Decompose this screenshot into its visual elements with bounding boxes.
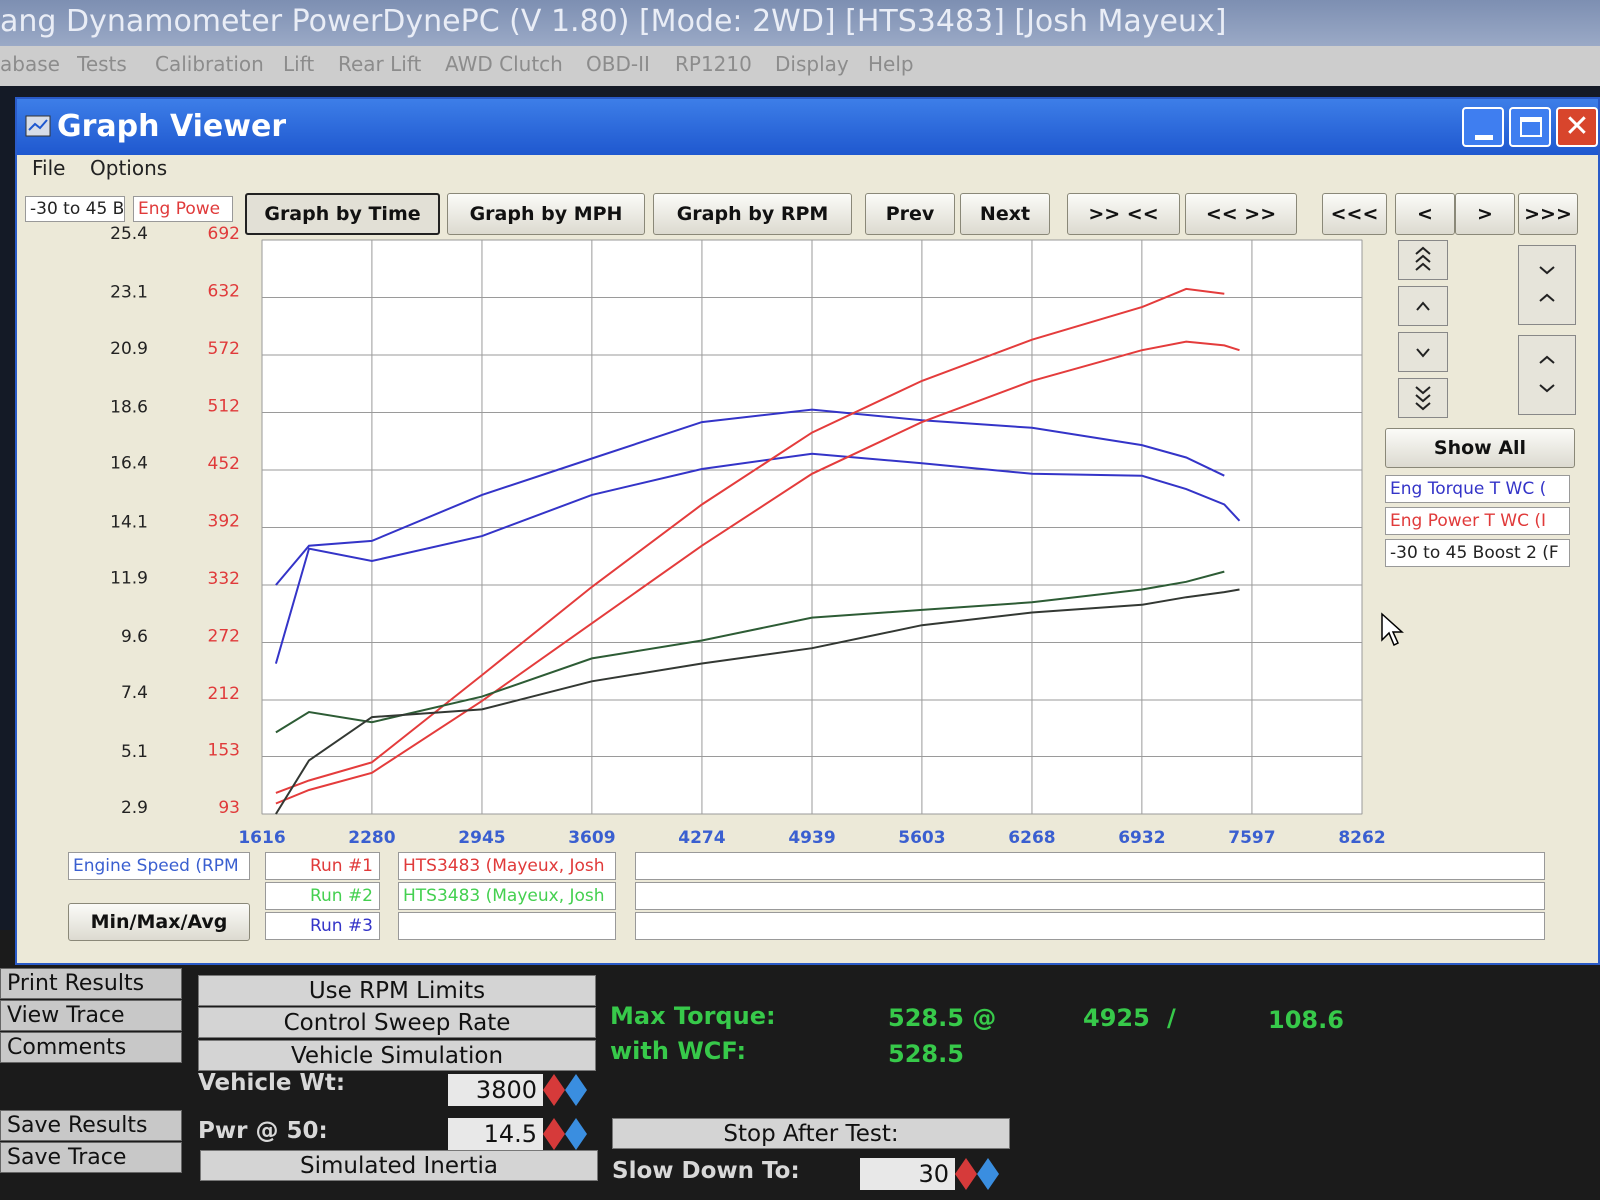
scroll-top-button[interactable] [1398, 240, 1448, 280]
panel-button[interactable]: Comments [0, 1032, 182, 1063]
field-label: Slow Down To: [612, 1158, 800, 1184]
maximize-icon [1520, 117, 1542, 137]
compress-button[interactable] [1518, 335, 1576, 415]
mouse-cursor [1381, 612, 1404, 647]
app-menu-item[interactable]: Lift [283, 52, 315, 76]
app-menu-item[interactable]: Help [868, 52, 914, 76]
menu-item[interactable]: Options [90, 156, 168, 180]
toolbar-button[interactable]: Graph by Time [245, 193, 440, 235]
close-button[interactable]: ✕ [1556, 107, 1598, 147]
app-menu [0, 46, 1600, 86]
toolbar-button[interactable]: Prev [865, 193, 955, 235]
panel-button[interactable]: Save Trace [0, 1142, 182, 1173]
toolbar-button[interactable]: Next [960, 193, 1050, 235]
axis-header: Eng Powe [133, 196, 233, 222]
menu-item[interactable]: File [32, 156, 66, 180]
app-menu-item[interactable]: OBD-II [586, 52, 650, 76]
toolbar-button[interactable]: Graph by MPH [447, 193, 645, 235]
option-button[interactable]: Stop After Test: [612, 1118, 1010, 1149]
field-input[interactable]: 30 [860, 1158, 955, 1190]
app-menu-item[interactable]: AWD Clutch [445, 52, 563, 76]
run-label: Run #1 [265, 852, 380, 880]
panel-button[interactable]: Save Results [0, 1110, 182, 1141]
toolbar-button[interactable]: << >> [1185, 193, 1297, 235]
run-name-empty [398, 912, 616, 940]
legend-entry[interactable]: -30 to 45 Boost 2 (F [1385, 539, 1570, 567]
app-menu-item[interactable]: Calibration [155, 52, 264, 76]
toolbar-button[interactable]: < [1395, 193, 1455, 235]
max-torque-value: 528.5 @ [888, 1004, 997, 1032]
panel-button[interactable]: Print Results [0, 968, 182, 999]
app-menu-item[interactable]: abase [0, 52, 60, 76]
field-label: Vehicle Wt: [198, 1070, 346, 1096]
window-icon [25, 115, 51, 137]
window-title: Graph Viewer [57, 109, 287, 144]
toolbar-button[interactable]: >> << [1067, 193, 1180, 235]
toolbar-button[interactable]: Graph by RPM [653, 193, 852, 235]
toolbar-button[interactable]: >>> [1518, 193, 1578, 235]
option-button[interactable]: Vehicle Simulation [198, 1040, 596, 1071]
scroll-up-button[interactable] [1398, 286, 1448, 326]
legend-entry[interactable]: Eng Power T WC (I [1385, 507, 1570, 535]
option-button[interactable]: Control Sweep Rate [198, 1007, 596, 1038]
max-torque-rpm: 4925 [1083, 1004, 1150, 1032]
maximize-button[interactable] [1509, 107, 1551, 147]
scroll-bottom-button[interactable] [1398, 378, 1448, 418]
expand-button[interactable] [1518, 245, 1576, 325]
panel-button[interactable]: View Trace [0, 1000, 182, 1031]
run-info-field [635, 912, 1545, 940]
wcf-label: with WCF: [610, 1037, 747, 1065]
run-info-field [635, 882, 1545, 910]
option-button[interactable]: Use RPM Limits [198, 975, 596, 1006]
max-torque-sep: / [1167, 1004, 1176, 1032]
window-title-bar: Graph Viewer ✕ [17, 99, 1598, 155]
app-menu-item[interactable]: Display [775, 52, 849, 76]
legend-entry[interactable]: Eng Torque T WC ( [1385, 475, 1570, 503]
toolbar-button[interactable]: <<< [1322, 193, 1387, 235]
app-title: ang Dynamometer PowerDynePC (V 1.80) [Mo… [0, 4, 1227, 39]
run-name: HTS3483 (Mayeux, Josh [398, 852, 616, 880]
x-axis-label: Engine Speed (RPM [68, 852, 250, 880]
app-title-bar: ang Dynamometer PowerDynePC (V 1.80) [Mo… [0, 0, 1600, 46]
minimize-icon [1475, 135, 1493, 140]
min-max-button[interactable]: Min/Max/Avg [68, 903, 250, 941]
app-menu-item[interactable]: Tests [77, 52, 127, 76]
scroll-down-button[interactable] [1398, 332, 1448, 372]
field-input[interactable]: 3800 [448, 1074, 543, 1106]
wcf-value: 528.5 [888, 1040, 964, 1068]
run-label: Run #2 [265, 882, 380, 910]
app-menu-item[interactable]: RP1210 [675, 52, 752, 76]
run-name: HTS3483 (Mayeux, Josh [398, 882, 616, 910]
max-torque-speed: 108.6 [1268, 1006, 1344, 1034]
show-all-button[interactable]: Show All [1385, 428, 1575, 468]
app-menu-item[interactable]: Rear Lift [338, 52, 422, 76]
option-button[interactable]: Simulated Inertia [200, 1150, 598, 1181]
field-input[interactable]: 14.5 [448, 1118, 543, 1150]
axis-header: -30 to 45 B [25, 196, 125, 222]
run-info-field [635, 852, 1545, 880]
toolbar-button[interactable]: > [1455, 193, 1515, 235]
max-torque-label: Max Torque: [610, 1002, 776, 1030]
minimize-button[interactable] [1462, 107, 1504, 147]
field-label: Pwr @ 50: [198, 1118, 328, 1144]
run-label: Run #3 [265, 912, 380, 940]
